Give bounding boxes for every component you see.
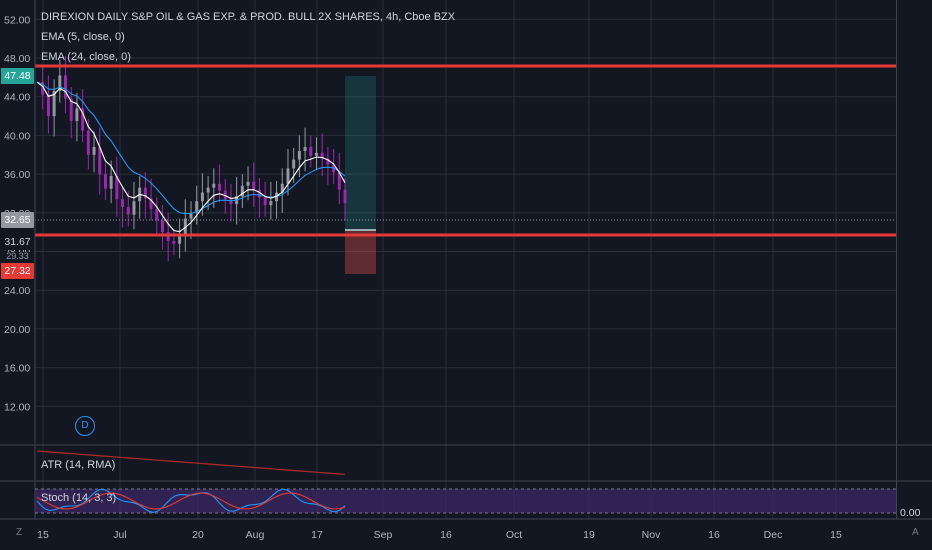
x-tick-label: 15 — [37, 529, 49, 541]
auto-scale-toggle[interactable]: A — [912, 527, 919, 538]
candle-body — [64, 75, 68, 99]
candle-body — [320, 152, 324, 159]
price-tag-level: 31.67 — [1, 234, 34, 250]
candle-body — [86, 130, 90, 155]
candle-body — [103, 174, 107, 189]
candle-body — [263, 197, 267, 206]
price-tag-current: 32.65 — [1, 212, 34, 228]
ema5-legend[interactable]: EMA (5, close, 0) — [41, 31, 125, 43]
candle-body — [172, 240, 176, 244]
candle-body — [343, 189, 347, 204]
candle-body — [132, 201, 136, 215]
x-tick-label: Oct — [506, 529, 522, 541]
ema24-line — [36, 81, 346, 215]
y-tick-label: 36.00 — [4, 169, 30, 181]
timezone-toggle[interactable]: Z — [16, 527, 23, 538]
candle-body — [189, 212, 193, 219]
y-tick-label: 48.00 — [4, 53, 30, 65]
candle-body — [229, 199, 233, 205]
candle-body — [155, 208, 159, 221]
x-tick-label: Nov — [642, 529, 661, 541]
dividend-marker[interactable]: D — [75, 416, 95, 436]
x-tick-label: Aug — [246, 529, 265, 541]
candle-body — [303, 147, 307, 151]
candle-body — [149, 198, 153, 209]
candle-body — [314, 152, 318, 156]
y-tick-label: 52.00 — [4, 14, 30, 26]
candle-body — [240, 185, 244, 197]
y-tick-label: 12.00 — [4, 401, 30, 413]
x-tick-label: 20 — [192, 529, 204, 541]
candle-body — [212, 183, 216, 188]
y-tick-label: 40.00 — [4, 130, 30, 142]
candle-body — [41, 82, 45, 95]
candle-body — [69, 98, 73, 121]
candle-body — [115, 176, 119, 200]
stoch-band — [35, 489, 896, 513]
y-tick-label: 44.00 — [4, 92, 30, 104]
x-tick-label: 19 — [583, 529, 595, 541]
candle-body — [92, 147, 96, 155]
x-tick-label: 16 — [708, 529, 720, 541]
candle-body — [269, 201, 273, 206]
x-tick-label: Sep — [374, 529, 393, 541]
stop-zone[interactable] — [345, 231, 376, 274]
candle-body — [58, 75, 62, 91]
y-tick-label: 24.00 — [4, 285, 30, 297]
stoch-d-line — [36, 492, 346, 510]
candle-body — [280, 183, 284, 193]
atr-legend[interactable]: ATR (14, RMA) — [41, 459, 116, 471]
candle-body — [166, 232, 170, 241]
candle-body — [178, 234, 182, 244]
candle-body — [46, 94, 50, 117]
candle-body — [218, 183, 222, 191]
candle-body — [200, 192, 204, 202]
x-tick-label: Jul — [113, 529, 126, 541]
candles — [41, 56, 347, 262]
candle-body — [143, 187, 147, 199]
candle-body — [98, 147, 102, 175]
candle-body — [309, 147, 313, 156]
candle-body — [52, 90, 56, 117]
x-tick-label: 17 — [311, 529, 323, 541]
price-tag-hidden: 29.33 — [1, 252, 34, 261]
y-tick-label: 16.00 — [4, 363, 30, 375]
y-tick-label: 20.00 — [4, 324, 30, 336]
price-tag-stop: 27.32 — [1, 263, 34, 279]
candle-body — [121, 199, 125, 208]
candle-body — [246, 181, 250, 186]
stoch-legend[interactable]: Stoch (14, 3, 3) — [41, 492, 117, 504]
x-axis[interactable]: 15 Jul 20 Aug 17 Sep 16 Oct 19 Nov 16 Dec 15 — [37, 529, 842, 541]
candle-body — [81, 108, 85, 131]
ema5-line — [36, 81, 346, 233]
atr-line — [36, 450, 346, 476]
stoch-value: 0.00 — [900, 507, 921, 519]
candle-body — [292, 159, 296, 169]
candle-body — [183, 218, 187, 235]
candle-body — [326, 158, 330, 165]
candle-body — [126, 207, 130, 215]
candle-body — [286, 168, 290, 184]
candle-body — [252, 181, 256, 190]
candle-body — [297, 150, 301, 160]
candle-body — [195, 201, 199, 213]
candle-body — [337, 172, 341, 190]
price-tag-upper: 47.48 — [1, 68, 34, 84]
x-tick-label: 15 — [830, 529, 842, 541]
chart-grid — [35, 0, 896, 519]
candle-body — [160, 220, 164, 233]
pane-dividers — [0, 0, 932, 520]
candle-body — [109, 176, 113, 189]
candle-body — [223, 190, 227, 200]
target-zone[interactable] — [345, 76, 376, 231]
candle-body — [257, 189, 261, 198]
candle-body — [206, 187, 210, 193]
symbol-title[interactable]: DIREXION DAILY S&P OIL & GAS EXP. & PROD… — [41, 11, 456, 23]
x-tick-label: 16 — [440, 529, 452, 541]
candle-body — [75, 108, 79, 121]
x-tick-label: Dec — [764, 529, 783, 541]
ema24-legend[interactable]: EMA (24, close, 0) — [41, 51, 131, 63]
